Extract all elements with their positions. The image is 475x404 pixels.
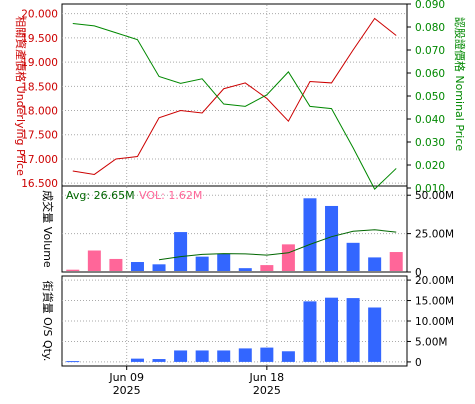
volume-bar <box>303 198 317 271</box>
volume-avg-legend: Avg: 26.65M <box>66 189 135 202</box>
right-tick-label: 0.010 <box>415 183 445 195</box>
os-bar <box>260 347 274 362</box>
os-tick-label: 20.00M <box>415 275 454 287</box>
right-tick-label: 0.080 <box>415 22 445 34</box>
x-tick-label-year: 2025 <box>113 384 141 397</box>
os-bar <box>152 359 166 362</box>
left-tick-label: 17.000 <box>21 154 58 166</box>
os-bar <box>238 348 252 362</box>
right-tick-label: 0.040 <box>415 114 445 126</box>
os-bar <box>303 301 317 362</box>
os-tick-label: 15.00M <box>415 296 454 308</box>
volume-bar <box>260 265 274 271</box>
volume-bar <box>346 242 360 271</box>
nominal-axis-label: 認股證價格 Nominal Price <box>453 17 467 152</box>
volume-bar <box>325 205 339 271</box>
right-tick-label: 0.060 <box>415 68 445 80</box>
underlying-price-line <box>72 17 397 175</box>
os-axis-label: 街貨量 O/S Qty. <box>41 281 55 362</box>
volume-vol-legend: VOL: 1.62M <box>139 189 202 202</box>
left-tick-label: 19.500 <box>21 33 58 45</box>
left-tick-label: 18.500 <box>21 81 58 93</box>
os-tick-label: 0 <box>415 357 422 369</box>
left-tick-label: 19.000 <box>21 57 58 69</box>
right-tick-label: 0.020 <box>415 160 445 172</box>
x-tick-label-date: Jun 18 <box>249 371 285 384</box>
right-tick-label: 0.030 <box>415 137 445 149</box>
volume-axis-label: 成交量 Volume <box>41 190 55 268</box>
volume-bar <box>87 250 101 271</box>
volume-tick-label: 25.00M <box>415 229 454 241</box>
volume-bar <box>109 258 123 271</box>
volume-bar <box>368 257 382 271</box>
volume-bar <box>389 252 403 271</box>
right-tick-label: 0.070 <box>415 45 445 57</box>
volume-bar <box>130 262 144 271</box>
os-bar <box>217 350 231 362</box>
os-bar <box>174 350 188 362</box>
volume-average-line <box>158 229 397 261</box>
volume-bar <box>281 244 295 271</box>
price-panel-frame <box>61 3 408 189</box>
os-bar <box>368 307 382 362</box>
os-tick-label: 5.00M <box>415 336 447 348</box>
right-tick-label: 0.050 <box>415 91 445 103</box>
os-bar <box>195 350 209 362</box>
os-bar <box>66 361 80 363</box>
volume-tick-label: 50.00M <box>415 190 454 202</box>
nominal-price-line <box>72 23 397 190</box>
left-tick-label: 20.000 <box>21 9 58 21</box>
left-tick-label: 16.500 <box>21 178 58 190</box>
volume-tick-label: 0 <box>415 267 422 279</box>
os-bar <box>325 297 339 362</box>
volume-bar <box>152 264 166 271</box>
os-bar <box>346 298 360 362</box>
right-tick-label: 0.090 <box>415 0 445 11</box>
x-tick-label-date: Jun 09 <box>108 371 144 384</box>
volume-bar <box>174 232 188 271</box>
x-tick-label-year: 2025 <box>253 384 281 397</box>
os-bar <box>281 351 295 362</box>
volume-bar <box>195 256 209 271</box>
volume-bar <box>66 269 80 271</box>
os-bar <box>130 358 144 362</box>
underlying-axis-label: 相關資產價格 Underlying Price <box>14 16 28 176</box>
left-tick-label: 17.500 <box>21 130 58 142</box>
left-tick-label: 18.000 <box>21 106 58 118</box>
volume-bar <box>238 268 252 271</box>
os-tick-label: 10.00M <box>415 316 454 328</box>
volume-bar <box>217 253 231 271</box>
